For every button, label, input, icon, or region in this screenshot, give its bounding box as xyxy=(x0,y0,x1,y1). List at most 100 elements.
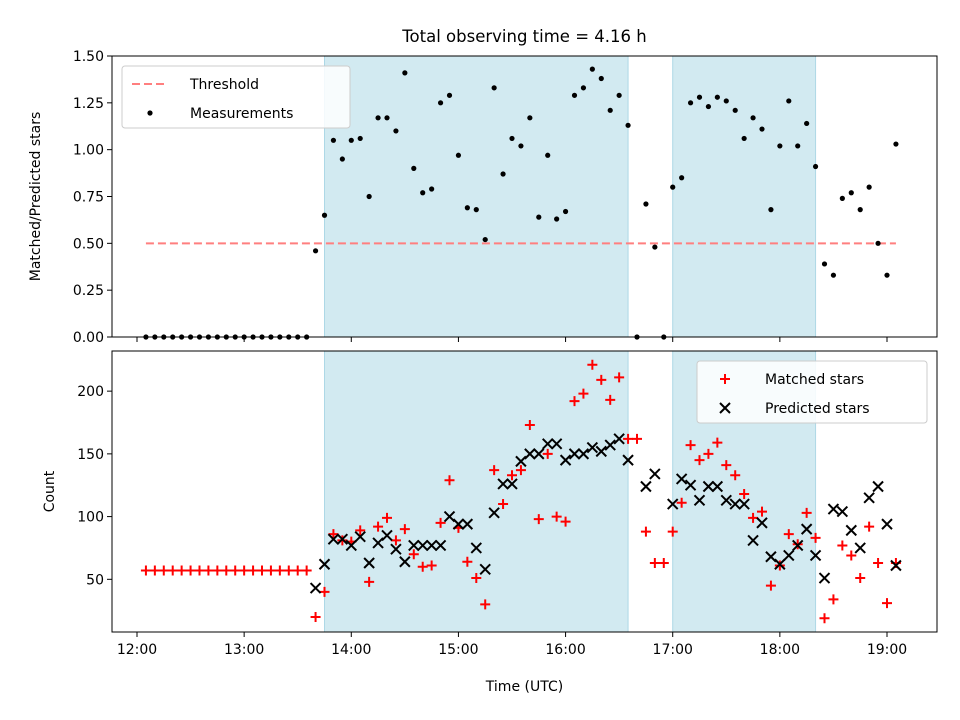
count-panel-x-tick-label: 14:00 xyxy=(331,642,371,658)
predicted-star-point xyxy=(327,533,340,545)
matched-star-point xyxy=(265,565,276,576)
measurement-point xyxy=(464,205,470,211)
measurement-point xyxy=(321,212,328,218)
matched-star-point xyxy=(703,448,714,459)
matched-star-point xyxy=(373,521,384,532)
matched-star-point xyxy=(408,549,419,560)
ratio-panel-y-tick-label: 0.00 xyxy=(73,330,104,346)
measurement-point xyxy=(625,122,631,128)
predicted-star-point xyxy=(533,448,545,460)
predicted-star-point xyxy=(872,480,884,493)
predicted-star-point xyxy=(845,524,857,537)
matched-star-point xyxy=(587,359,598,370)
legend-entry-label: Threshold xyxy=(189,77,259,93)
predicted-star-point xyxy=(452,518,465,530)
predicted-star-point xyxy=(524,448,536,460)
measurement-point xyxy=(536,214,542,220)
measurement-point xyxy=(366,193,372,200)
matched-star-point xyxy=(578,388,589,399)
measurement-point xyxy=(562,208,569,215)
matched-star-point xyxy=(212,565,223,576)
measurement-point xyxy=(875,240,881,246)
matched-star-point xyxy=(399,524,410,535)
matched-star-point xyxy=(328,529,339,540)
matched-star-point xyxy=(444,475,455,486)
measurement-point xyxy=(571,92,578,98)
count-panel-y-ticks: 50 100 150 200 xyxy=(77,384,112,588)
predicted-star-point xyxy=(800,523,813,535)
matched-star-point xyxy=(471,573,482,584)
ratio-panel-x-ticks xyxy=(136,337,888,342)
matched-star-point xyxy=(685,440,696,451)
measurement-point xyxy=(670,184,676,190)
ratio-panel-legend-box xyxy=(121,65,351,129)
measurement-point xyxy=(884,272,890,278)
predicted-star-point xyxy=(506,478,518,490)
count-panel-shaded-intervals xyxy=(324,350,817,633)
ratio-panel-y-ticks: 0.00 0.25 0.50 0.75 1.00 1.25 1.50 xyxy=(73,49,112,346)
count-panel-shaded-interval-0 xyxy=(324,350,629,633)
ratio-panel-y-axis-label: Matched/Predicted stars xyxy=(28,112,44,282)
ratio-panel-y-tick-label: 0.50 xyxy=(73,236,104,252)
matched-star-point xyxy=(319,586,330,597)
measurement-point xyxy=(393,128,399,134)
predicted-star-point xyxy=(613,433,625,445)
predicted-star-point xyxy=(559,454,572,466)
count-panel-legend-box xyxy=(696,360,928,424)
matched-star-point xyxy=(185,565,196,576)
matched-star-point xyxy=(614,372,625,383)
matched-star-point xyxy=(542,448,553,459)
chart-title: Total observing time = 4.16 h xyxy=(401,27,646,46)
measurement-point xyxy=(411,165,417,171)
predicted-star-point xyxy=(756,517,768,529)
matched-star-point xyxy=(748,512,759,523)
measurement-point xyxy=(857,207,863,213)
series-predicted-stars xyxy=(309,433,902,594)
measurement-point xyxy=(804,120,810,127)
predicted-star-point xyxy=(711,480,724,493)
count-panel-y-axis-label: Count xyxy=(42,470,58,512)
ratio-panel-y-tick-label: 1.50 xyxy=(73,49,104,65)
predicted-star-point xyxy=(497,478,509,490)
predicted-star-point xyxy=(470,542,482,554)
predicted-star-point xyxy=(390,543,402,555)
measurement-point xyxy=(330,137,337,143)
matched-star-point xyxy=(569,396,580,407)
predicted-star-point xyxy=(809,549,822,562)
legend-measurement-swatch xyxy=(147,110,153,116)
legend-entry-label: Measurements xyxy=(190,106,293,122)
predicted-star-point xyxy=(336,533,349,545)
matched-star-point xyxy=(149,565,160,576)
measurement-point xyxy=(518,143,524,149)
measurement-point xyxy=(812,163,819,170)
matched-star-point xyxy=(221,565,232,576)
count-panel-y-tick-label: 150 xyxy=(77,447,104,463)
measurement-point xyxy=(580,85,587,91)
predicted-star-point xyxy=(604,439,616,451)
count-panel-x-tick-label: 19:00 xyxy=(867,642,907,658)
matched-star-point xyxy=(765,580,776,591)
matched-star-point xyxy=(605,394,616,405)
count-panel-x-ticks: 12:00 13:00 14:00 15:00 16:00 17:00 18:00 19:00 xyxy=(117,632,907,658)
count-panel-legend: Matched stars Predicted stars xyxy=(696,360,928,424)
predicted-star-point xyxy=(542,438,554,450)
count-panel-x-tick-label: 18:00 xyxy=(760,642,800,658)
matched-star-point xyxy=(873,558,884,569)
predicted-star-point xyxy=(381,529,393,542)
predicted-star-point xyxy=(479,563,491,575)
ratio-panel-shaded-interval-1 xyxy=(672,55,817,338)
matched-star-point xyxy=(783,529,794,540)
predicted-star-point xyxy=(354,530,366,543)
matched-star-point xyxy=(640,526,651,537)
measurement-point xyxy=(821,261,828,267)
predicted-star-point xyxy=(568,448,581,460)
predicted-star-point xyxy=(729,498,741,510)
matched-star-point xyxy=(757,506,767,517)
measurement-point xyxy=(643,201,649,207)
matched-star-point xyxy=(382,512,392,523)
measurement-point xyxy=(732,107,738,113)
count-panel-frame xyxy=(111,350,938,633)
matched-star-point xyxy=(524,420,535,431)
measurement-point xyxy=(589,66,595,72)
matched-star-point xyxy=(828,594,839,605)
